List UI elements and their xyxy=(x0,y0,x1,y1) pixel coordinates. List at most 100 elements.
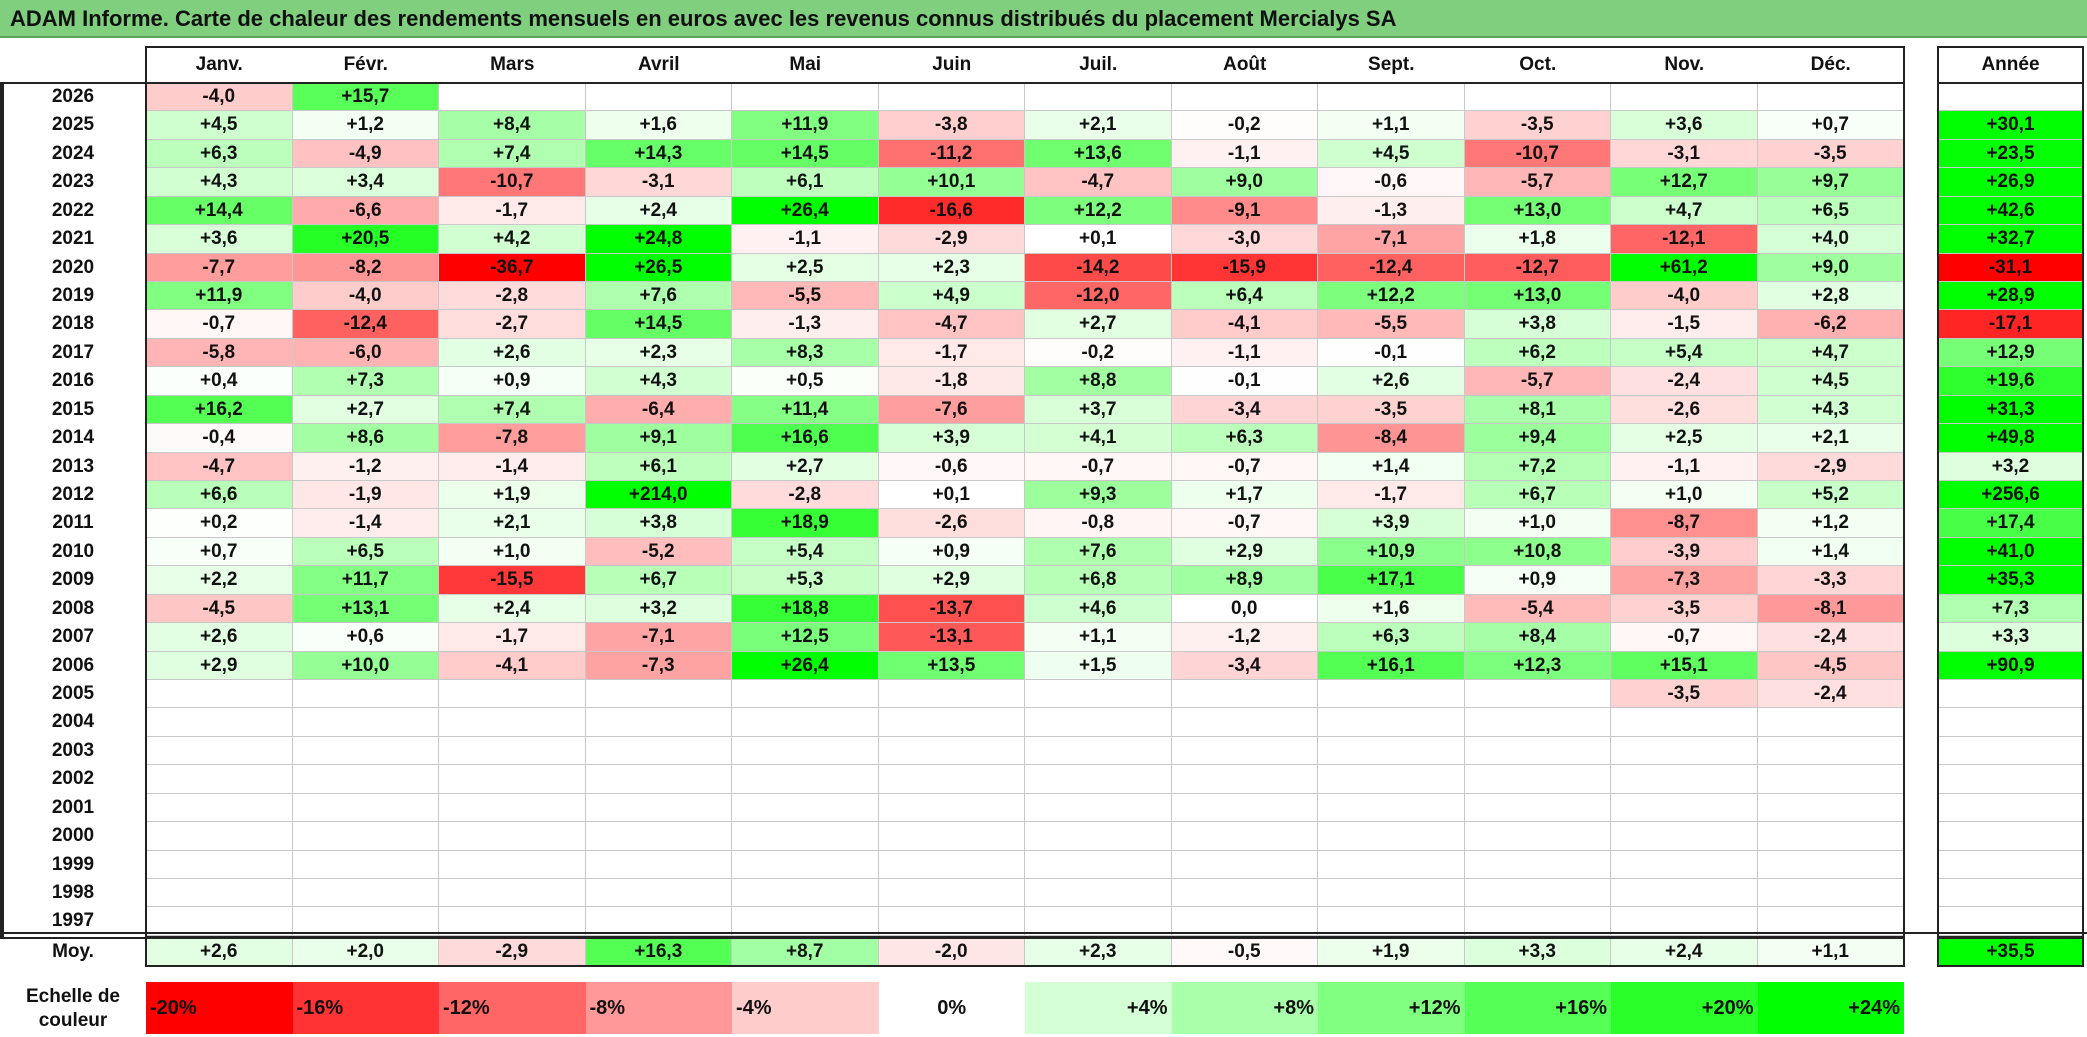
heatmap-cell xyxy=(1025,879,1172,908)
heatmap-cell: +1,9 xyxy=(439,481,586,510)
heatmap-cell: -5,4 xyxy=(1464,594,1611,624)
heatmap-cell xyxy=(1464,822,1611,851)
heatmap-cell: +9,1 xyxy=(585,424,732,453)
row-year-label: 2021 xyxy=(51,228,95,250)
heatmap-cell xyxy=(1464,83,1611,112)
month-header: Juin xyxy=(932,54,972,75)
heatmap-cell: -4,9 xyxy=(292,139,439,169)
color-scale-swatch: -4% xyxy=(732,982,879,1034)
row-year-label: 2008 xyxy=(51,597,95,619)
month-header: Déc. xyxy=(1810,54,1851,75)
annual-cell: +42,6 xyxy=(1938,196,2083,226)
heatmap-cell xyxy=(1318,708,1465,737)
heatmap-cell xyxy=(878,83,1025,112)
heatmap-cell: +3,7 xyxy=(1025,395,1172,425)
average-label: Moy. xyxy=(52,941,94,962)
heatmap-cell xyxy=(146,822,293,851)
heatmap-cell xyxy=(146,708,293,737)
heatmap-cell: +1,4 xyxy=(1757,537,1904,567)
heatmap-cell: -15,5 xyxy=(439,566,586,595)
annual-cell xyxy=(1938,850,2083,880)
heatmap-cell: -3,5 xyxy=(1318,395,1465,425)
heatmap-cell: -1,7 xyxy=(1318,481,1465,510)
average-cell: +8,7 xyxy=(732,938,879,966)
heatmap-cell: +0,6 xyxy=(292,623,439,652)
heatmap-cell: +12,7 xyxy=(1611,168,1758,197)
heatmap-cell: +6,7 xyxy=(585,566,732,595)
row-year-label: 1997 xyxy=(51,910,95,932)
heatmap-cell xyxy=(732,680,879,709)
heatmap-cell: -8,2 xyxy=(292,253,439,282)
average-separator xyxy=(0,932,2087,934)
heatmap-cell: +12,3 xyxy=(1464,651,1611,681)
month-header: Nov. xyxy=(1664,54,1705,75)
heatmap-cell: +11,7 xyxy=(292,566,439,595)
heatmap-cell: -1,1 xyxy=(1171,139,1318,169)
header-rule-annual xyxy=(1937,82,2084,84)
heatmap-cell: +2,6 xyxy=(1318,367,1465,396)
heatmap-cell: -4,7 xyxy=(1025,168,1172,197)
heatmap-cell: -1,1 xyxy=(1611,452,1758,481)
heatmap-cell: -6,6 xyxy=(292,196,439,226)
heatmap-cell xyxy=(1318,850,1465,880)
average-cell: +2,4 xyxy=(1611,938,1758,966)
heatmap-cell: -1,3 xyxy=(1318,196,1465,226)
average-cell: +3,3 xyxy=(1464,938,1611,966)
heatmap-cell: +6,5 xyxy=(292,537,439,567)
heatmap-cell xyxy=(146,793,293,823)
heatmap-cell: -4,5 xyxy=(146,594,293,624)
heatmap-cell xyxy=(1025,850,1172,880)
heatmap-cell: -0,6 xyxy=(878,452,1025,481)
row-year-label: 2011 xyxy=(52,512,94,534)
row-year-label: 2001 xyxy=(51,796,95,818)
annual-cell: +7,3 xyxy=(1938,594,2083,624)
heatmap-cell: +4,7 xyxy=(1611,196,1758,226)
heatmap-cell: -2,4 xyxy=(1757,623,1904,652)
heatmap-cell xyxy=(146,907,293,936)
heatmap-cell: -3,1 xyxy=(1611,139,1758,169)
heatmap-cell xyxy=(439,850,586,880)
heatmap-cell: -12,0 xyxy=(1025,282,1172,311)
heatmap-cell: -11,2 xyxy=(878,139,1025,169)
color-scale-swatch: -16% xyxy=(292,982,439,1034)
average-cell: +1,9 xyxy=(1318,938,1465,966)
average-cell: -2,9 xyxy=(439,938,586,966)
heatmap-cell: +1,6 xyxy=(585,111,732,140)
month-header: Oct. xyxy=(1519,54,1557,75)
heatmap-cell xyxy=(292,907,439,936)
heatmap-cell: +3,6 xyxy=(1611,111,1758,140)
heatmap-cell xyxy=(1025,907,1172,936)
heatmap-cell: -5,8 xyxy=(146,338,293,368)
heatmap-cell xyxy=(1757,793,1904,823)
heatmap-cell: +15,7 xyxy=(292,83,439,112)
annual-cell: +3,3 xyxy=(1938,623,2083,652)
heatmap-cell: -3,8 xyxy=(878,111,1025,140)
heatmap-cell: -12,4 xyxy=(292,310,439,339)
heatmap-cell: +20,5 xyxy=(292,225,439,254)
heatmap-cell: 0,0 xyxy=(1171,594,1318,624)
color-scale-swatch: +16% xyxy=(1464,982,1611,1034)
heatmap-cell xyxy=(732,850,879,880)
heatmap-cell xyxy=(585,765,732,794)
heatmap-cell xyxy=(146,850,293,880)
heatmap-cell: +16,6 xyxy=(732,424,879,453)
heatmap-cell xyxy=(878,850,1025,880)
month-header: Avril xyxy=(637,54,680,75)
heatmap-cell: +4,9 xyxy=(878,282,1025,311)
heatmap-cell: +18,8 xyxy=(732,594,879,624)
heatmap-cell: +4,3 xyxy=(585,367,732,396)
heatmap-cell xyxy=(1757,83,1904,112)
annual-cell xyxy=(1938,879,2083,908)
header-rule xyxy=(0,82,1904,84)
heatmap-cell: +1,2 xyxy=(292,111,439,140)
heatmap-cell xyxy=(732,736,879,766)
heatmap-cell: +1,1 xyxy=(1025,623,1172,652)
heatmap-cell xyxy=(1611,793,1758,823)
heatmap-cell: +0,1 xyxy=(1025,225,1172,254)
heatmap-cell xyxy=(146,879,293,908)
row-year-label: 2000 xyxy=(51,825,95,847)
average-cell: +2,3 xyxy=(1025,938,1172,966)
annual-cell: +3,2 xyxy=(1938,452,2083,481)
row-year-label: 2019 xyxy=(51,285,95,306)
month-header: Mars xyxy=(490,54,535,75)
